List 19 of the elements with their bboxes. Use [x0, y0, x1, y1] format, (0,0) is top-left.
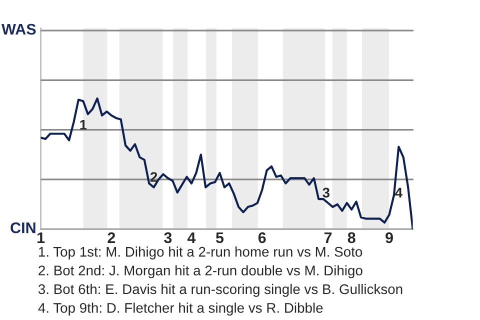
text: 2. Bot 2nd: J. Morgan hit a 2-run double vs M. Dihigo	[38, 265, 362, 278]
x-tick-label: 7	[324, 232, 332, 243]
x-tick-label: 4	[187, 232, 196, 243]
x-tick-label: 5	[216, 232, 224, 244]
ref-line-label: CIN	[10, 222, 36, 234]
annotation: 4	[395, 188, 402, 198]
text: 4. Top 9th: D. Fletcher hit a single vs R. Dibble	[38, 302, 323, 316]
x-tick-label: 8	[348, 232, 356, 244]
x-tick-label: 1	[38, 232, 45, 243]
ref-line-label: WAS	[2, 24, 36, 35]
annotation: 1	[80, 120, 87, 130]
annotation: 2	[150, 172, 158, 182]
x-tick-label: 2	[108, 232, 116, 243]
x-tick-label: 9	[386, 232, 393, 244]
x-tick-label: 6	[258, 232, 266, 244]
x-tick-label: 3	[164, 232, 172, 244]
annotation: 3	[322, 188, 330, 198]
text: 3. Bot 6th: E. Davis hit a run-scoring single vs B. Gullickson	[38, 284, 402, 297]
text: 1. Top 1st: M. Dihigo hit a 2-run home run vs M. Soto	[38, 246, 362, 260]
